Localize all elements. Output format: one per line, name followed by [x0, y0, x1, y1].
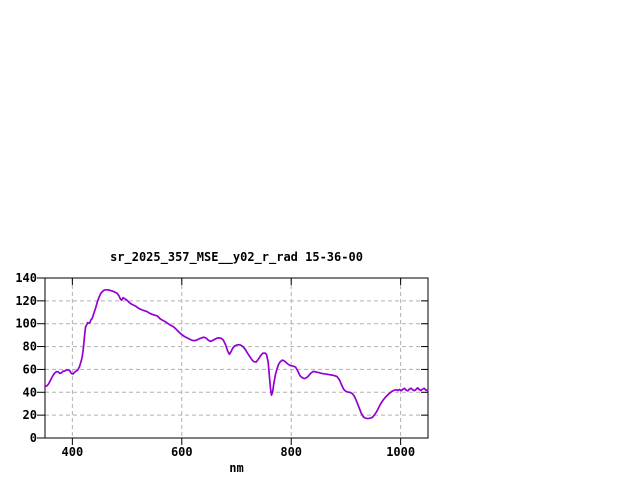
- x-tick-label: 1000: [386, 445, 415, 459]
- x-tick-label: 800: [280, 445, 302, 459]
- chart-title: sr_2025_357_MSE__y02_r_rad 15-36-00: [110, 250, 363, 265]
- y-tick-label: 100: [15, 317, 37, 331]
- axis-ticks: [37, 277, 428, 445]
- x-tick-label: 600: [171, 445, 193, 459]
- radiance-curve: [44, 288, 429, 420]
- y-tick-label: 0: [30, 431, 37, 445]
- x-tick-label: 400: [62, 445, 84, 459]
- y-tick-label: 60: [23, 362, 37, 376]
- y-tick-label: 80: [23, 340, 37, 354]
- y-tick-label: 120: [15, 294, 37, 308]
- y-tick-label: 20: [23, 408, 37, 422]
- grid-lines: [45, 278, 428, 438]
- plot-border: [44, 277, 429, 439]
- y-tick-label: 140: [15, 271, 37, 285]
- x-axis-label: nm: [229, 461, 243, 475]
- axis-tick-labels: 0 20 40 60 80 100 120 140 400 600 800 1000: [15, 271, 415, 459]
- y-tick-label: 40: [23, 385, 37, 399]
